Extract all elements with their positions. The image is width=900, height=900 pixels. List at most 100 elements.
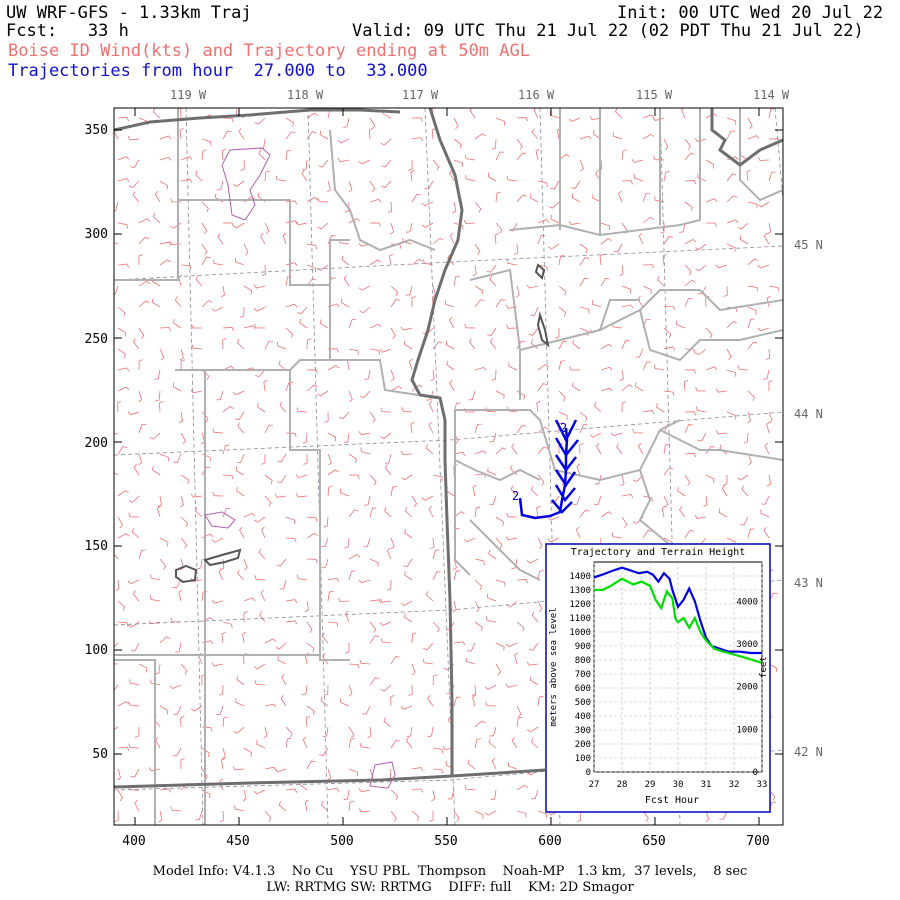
wind-barb [403,558,413,568]
wind-barb [537,219,550,224]
wind-barb [173,705,182,715]
wind-barb [390,537,395,550]
wind-barb [737,222,749,230]
wind-barb [537,474,545,486]
wind-barb [558,390,566,402]
wind-barb [652,117,665,121]
wind-barb [263,726,268,739]
wind-barb [285,327,294,338]
wind-barb [195,275,203,287]
wind-barb [465,657,476,665]
wind-barb [390,655,400,665]
wind-barb [715,264,728,269]
wind-barb [600,387,613,392]
wind-barb [132,338,140,350]
wind-barb [154,190,161,203]
trajectory-path [518,419,579,520]
wind-barb [406,726,413,738]
wind-barb [427,726,434,738]
wind-barb [348,738,355,749]
model-title: UW WRF-GFS - 1.33km Traj [6,3,252,23]
wind-barb [380,138,392,146]
wind-barb [304,600,309,613]
wind-barb [653,155,665,161]
x-tick-label: 600 [538,834,562,849]
wind-barb [220,558,225,571]
wind-barb [319,747,329,756]
inset-frame [545,543,771,813]
wind-barb [612,132,623,140]
wind-barb [323,684,329,696]
wind-barb [295,493,308,498]
lon-label-119: 119 W [170,88,207,102]
wind-barb [358,159,371,165]
wind-barb [117,516,123,529]
wind-barb [633,174,644,182]
wind-barb [705,366,718,371]
wind-barb [239,526,245,539]
wind-barb [575,526,581,539]
wind-barb [530,306,539,316]
wind-barb [243,285,253,295]
wind-barb [380,407,392,413]
wind-barb [537,446,548,455]
wind-barb [589,116,602,121]
wind-barb [369,198,382,203]
wind-barb [577,810,582,823]
wind-barb [684,348,696,354]
wind-barb [159,241,172,246]
geography-layer: 2 2 [114,108,783,825]
inset-right-tick: 4000 [736,597,758,607]
wind-barb [358,788,371,793]
wind-barb [663,236,673,245]
inset-x-tick: 29 [645,780,656,790]
wind-barb [285,200,298,205]
wind-barb [327,365,340,371]
wind-barb [516,810,527,818]
wind-barb [369,259,381,266]
wind-barb [599,253,604,266]
wind-barb [254,575,266,581]
wind-barb [726,117,737,125]
wind-barb [697,432,707,442]
lakes-purple [204,147,396,789]
wind-barb [157,495,162,508]
map-frame [113,107,784,826]
wind-barb [663,346,676,351]
wind-barb [222,117,234,123]
wind-barb [159,705,169,715]
wind-barb [610,432,623,437]
wind-barb [222,222,234,227]
wind-barb [306,516,318,522]
wind-barb [173,453,182,463]
wind-barb [322,726,329,738]
wind-barb [697,285,707,295]
wind-barb [148,767,161,772]
wind-barb [138,424,147,434]
wind-barb [464,154,476,161]
wind-barb [159,135,172,140]
wind-barb [472,694,476,707]
wind-barb [747,201,758,209]
wind-barb [285,599,298,604]
wind-barb [495,191,501,203]
wind-barb [453,117,459,130]
wind-barb [191,344,203,350]
wind-barb [558,340,568,350]
wind-barb [201,256,211,266]
wind-barb [138,453,143,466]
wind-barb [474,201,482,213]
wind-barb [276,558,287,567]
wind-barb [360,390,371,399]
wind-barb [254,516,266,523]
wind-barb [278,360,287,371]
wind-barb [572,339,581,350]
wind-barb [642,114,655,119]
wind-barb [277,656,287,665]
wind-barb [221,148,226,161]
wind-barb [317,264,329,271]
wind-barb [243,512,256,518]
wind-barb [180,537,188,549]
wind-barb [367,726,372,739]
wind-barb [169,684,182,689]
